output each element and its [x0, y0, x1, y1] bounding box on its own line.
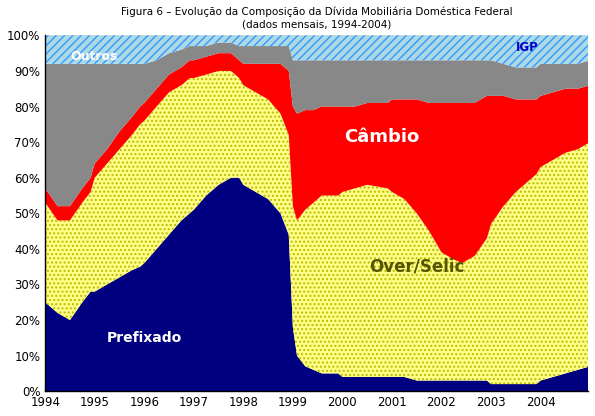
Title: Figura 6 – Evolução da Composição da Dívida Mobiliária Doméstica Federal
(dados : Figura 6 – Evolução da Composição da Dív… [121, 7, 512, 29]
Text: Outros: Outros [70, 50, 117, 63]
Text: Câmbio: Câmbio [345, 128, 419, 146]
Text: IGP: IGP [516, 41, 538, 54]
Text: Over/Selic: Over/Selic [369, 258, 465, 276]
Text: Prefixado: Prefixado [107, 331, 182, 345]
